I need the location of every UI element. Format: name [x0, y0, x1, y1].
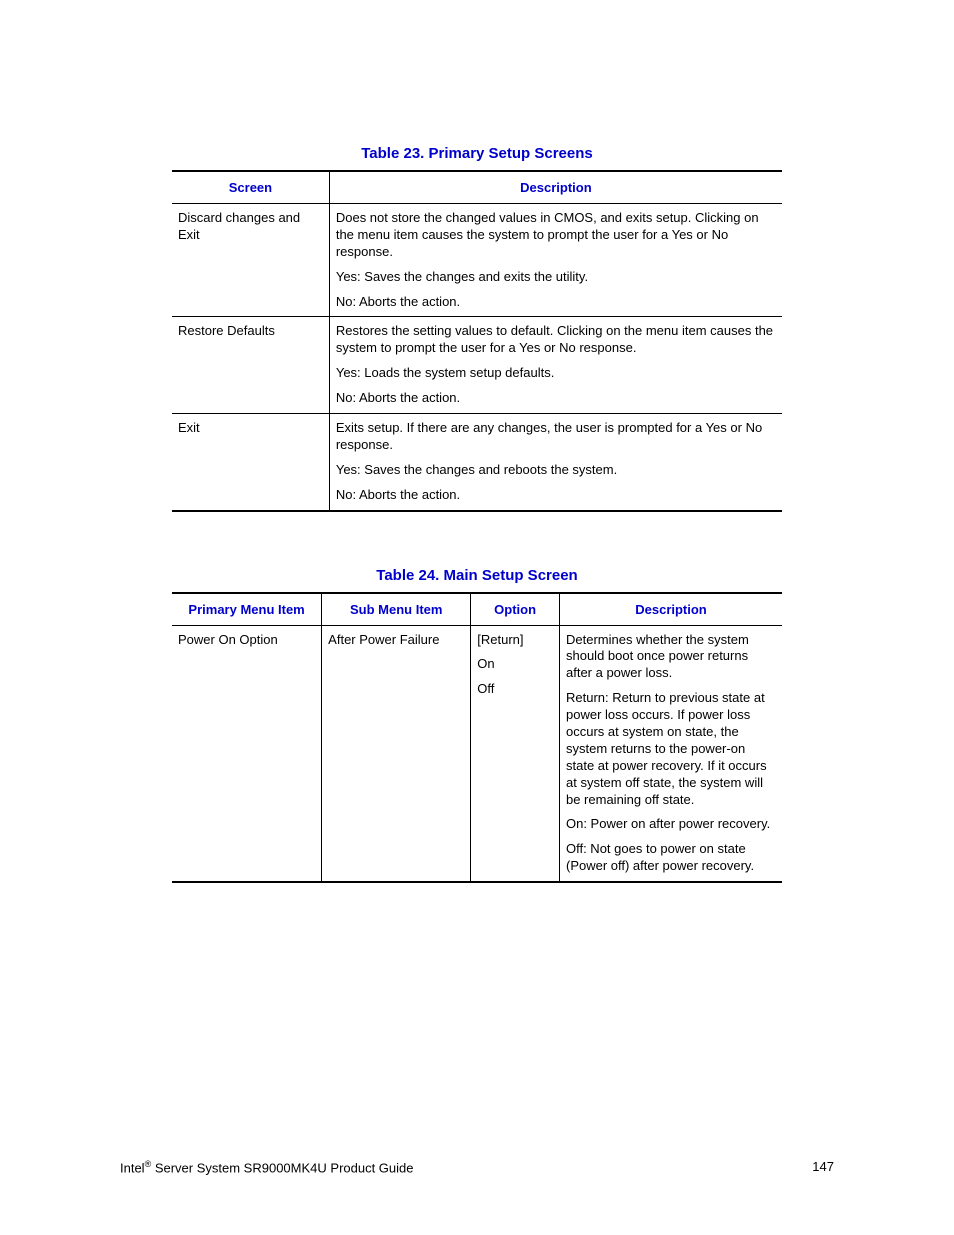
spacer	[120, 512, 834, 567]
table-row: Power On Option After Power Failure [Ret…	[172, 625, 782, 882]
table23-header-screen: Screen	[172, 171, 329, 204]
desc-paragraph: Does not store the changed values in CMO…	[336, 210, 776, 261]
desc-paragraph: Off: Not goes to power on state (Power o…	[566, 841, 776, 875]
option-line: Off	[477, 681, 553, 698]
desc-paragraph: Return: Return to previous state at powe…	[566, 690, 776, 808]
desc-paragraph: Determines whether the system should boo…	[566, 632, 776, 683]
desc-paragraph: No: Aborts the action.	[336, 487, 776, 504]
table-row: Exit Exits setup. If there are any chang…	[172, 414, 782, 511]
table24-header-option: Option	[471, 593, 560, 626]
table23-header-description: Description	[329, 171, 782, 204]
desc-paragraph: Yes: Loads the system setup defaults.	[336, 365, 776, 382]
option-line: [Return]	[477, 632, 553, 649]
page-number: 147	[812, 1159, 834, 1175]
footer-product-guide: Intel® Server System SR9000MK4U Product …	[120, 1159, 414, 1175]
option-line: On	[477, 656, 553, 673]
cell-description: Exits setup. If there are any changes, t…	[329, 414, 782, 511]
desc-paragraph: Yes: Saves the changes and reboots the s…	[336, 462, 776, 479]
table23-header-row: Screen Description	[172, 171, 782, 204]
footer-intel: Intel	[120, 1160, 145, 1175]
desc-paragraph: No: Aborts the action.	[336, 294, 776, 311]
cell-screen: Exit	[172, 414, 329, 511]
table24-header-description: Description	[559, 593, 782, 626]
cell-screen: Discard changes and Exit	[172, 204, 329, 317]
table23: Screen Description Discard changes and E…	[172, 170, 782, 512]
desc-paragraph: No: Aborts the action.	[336, 390, 776, 407]
table24: Primary Menu Item Sub Menu Item Option D…	[172, 592, 782, 884]
page-footer: Intel® Server System SR9000MK4U Product …	[120, 1159, 834, 1175]
table24-header-sub: Sub Menu Item	[322, 593, 471, 626]
desc-paragraph: On: Power on after power recovery.	[566, 816, 776, 833]
table-row: Restore Defaults Restores the setting va…	[172, 317, 782, 414]
desc-paragraph: Restores the setting values to default. …	[336, 323, 776, 357]
cell-screen: Restore Defaults	[172, 317, 329, 414]
table24-title: Table 24. Main Setup Screen	[120, 567, 834, 584]
footer-suffix: Server System SR9000MK4U Product Guide	[151, 1160, 413, 1175]
table24-header-primary: Primary Menu Item	[172, 593, 322, 626]
table24-header-row: Primary Menu Item Sub Menu Item Option D…	[172, 593, 782, 626]
desc-paragraph: Exits setup. If there are any changes, t…	[336, 420, 776, 454]
cell-primary-menu: Power On Option	[172, 625, 322, 882]
cell-option: [Return] On Off	[471, 625, 560, 882]
cell-description: Restores the setting values to default. …	[329, 317, 782, 414]
page-container: Table 23. Primary Setup Screens Screen D…	[0, 0, 954, 1235]
cell-description: Does not store the changed values in CMO…	[329, 204, 782, 317]
cell-sub-menu: After Power Failure	[322, 625, 471, 882]
table-row: Discard changes and Exit Does not store …	[172, 204, 782, 317]
cell-description: Determines whether the system should boo…	[559, 625, 782, 882]
desc-paragraph: Yes: Saves the changes and exits the uti…	[336, 269, 776, 286]
table23-title: Table 23. Primary Setup Screens	[120, 145, 834, 162]
